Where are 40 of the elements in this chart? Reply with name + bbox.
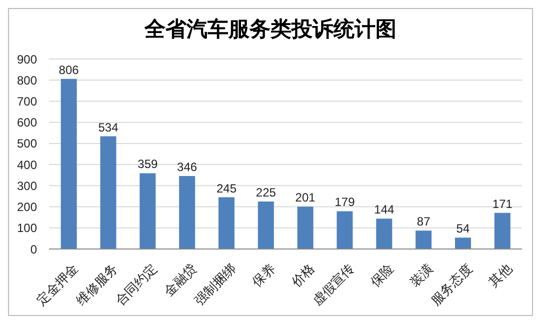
bar bbox=[218, 197, 234, 249]
data-label: 534 bbox=[98, 120, 119, 134]
bar bbox=[376, 218, 392, 249]
y-tick-label: 900 bbox=[16, 52, 38, 66]
data-label: 87 bbox=[416, 214, 431, 229]
bar bbox=[140, 173, 156, 249]
y-tick-label: 700 bbox=[16, 94, 38, 108]
y-tick-label: 500 bbox=[16, 136, 38, 151]
bar bbox=[258, 202, 274, 249]
x-tick-label: 装潢 bbox=[408, 261, 437, 290]
bar bbox=[297, 206, 314, 249]
bar bbox=[179, 176, 196, 249]
data-label: 806 bbox=[58, 62, 80, 77]
data-label: 179 bbox=[334, 195, 356, 210]
data-label: 201 bbox=[295, 190, 316, 205]
data-label: 171 bbox=[492, 196, 513, 211]
bar bbox=[416, 230, 432, 249]
x-tick-label: 保险 bbox=[368, 261, 398, 290]
y-tick-label: 100 bbox=[16, 221, 38, 236]
bar bbox=[336, 211, 353, 249]
x-tick-label: 保养 bbox=[249, 260, 279, 290]
data-label: 225 bbox=[256, 186, 276, 200]
bar bbox=[100, 136, 116, 249]
data-label: 359 bbox=[138, 157, 158, 172]
bar bbox=[494, 212, 510, 249]
y-tick-label: 300 bbox=[16, 178, 38, 193]
data-label: 245 bbox=[216, 181, 237, 196]
data-label: 346 bbox=[177, 160, 198, 174]
y-tick-label: 800 bbox=[16, 73, 38, 88]
y-tick-label: 200 bbox=[16, 200, 38, 214]
data-label: 54 bbox=[456, 222, 470, 236]
y-tick-label: 400 bbox=[16, 158, 38, 172]
x-tick-label: 其他 bbox=[486, 261, 516, 290]
y-tick-label: 0 bbox=[30, 242, 38, 256]
x-tick-label: 价格 bbox=[288, 261, 318, 292]
y-tick-label: 600 bbox=[16, 116, 38, 130]
chart-title: 全省汽车服务类投诉统计图 bbox=[143, 15, 398, 43]
data-label: 144 bbox=[374, 202, 394, 217]
bar bbox=[454, 238, 471, 249]
bar bbox=[60, 78, 77, 249]
